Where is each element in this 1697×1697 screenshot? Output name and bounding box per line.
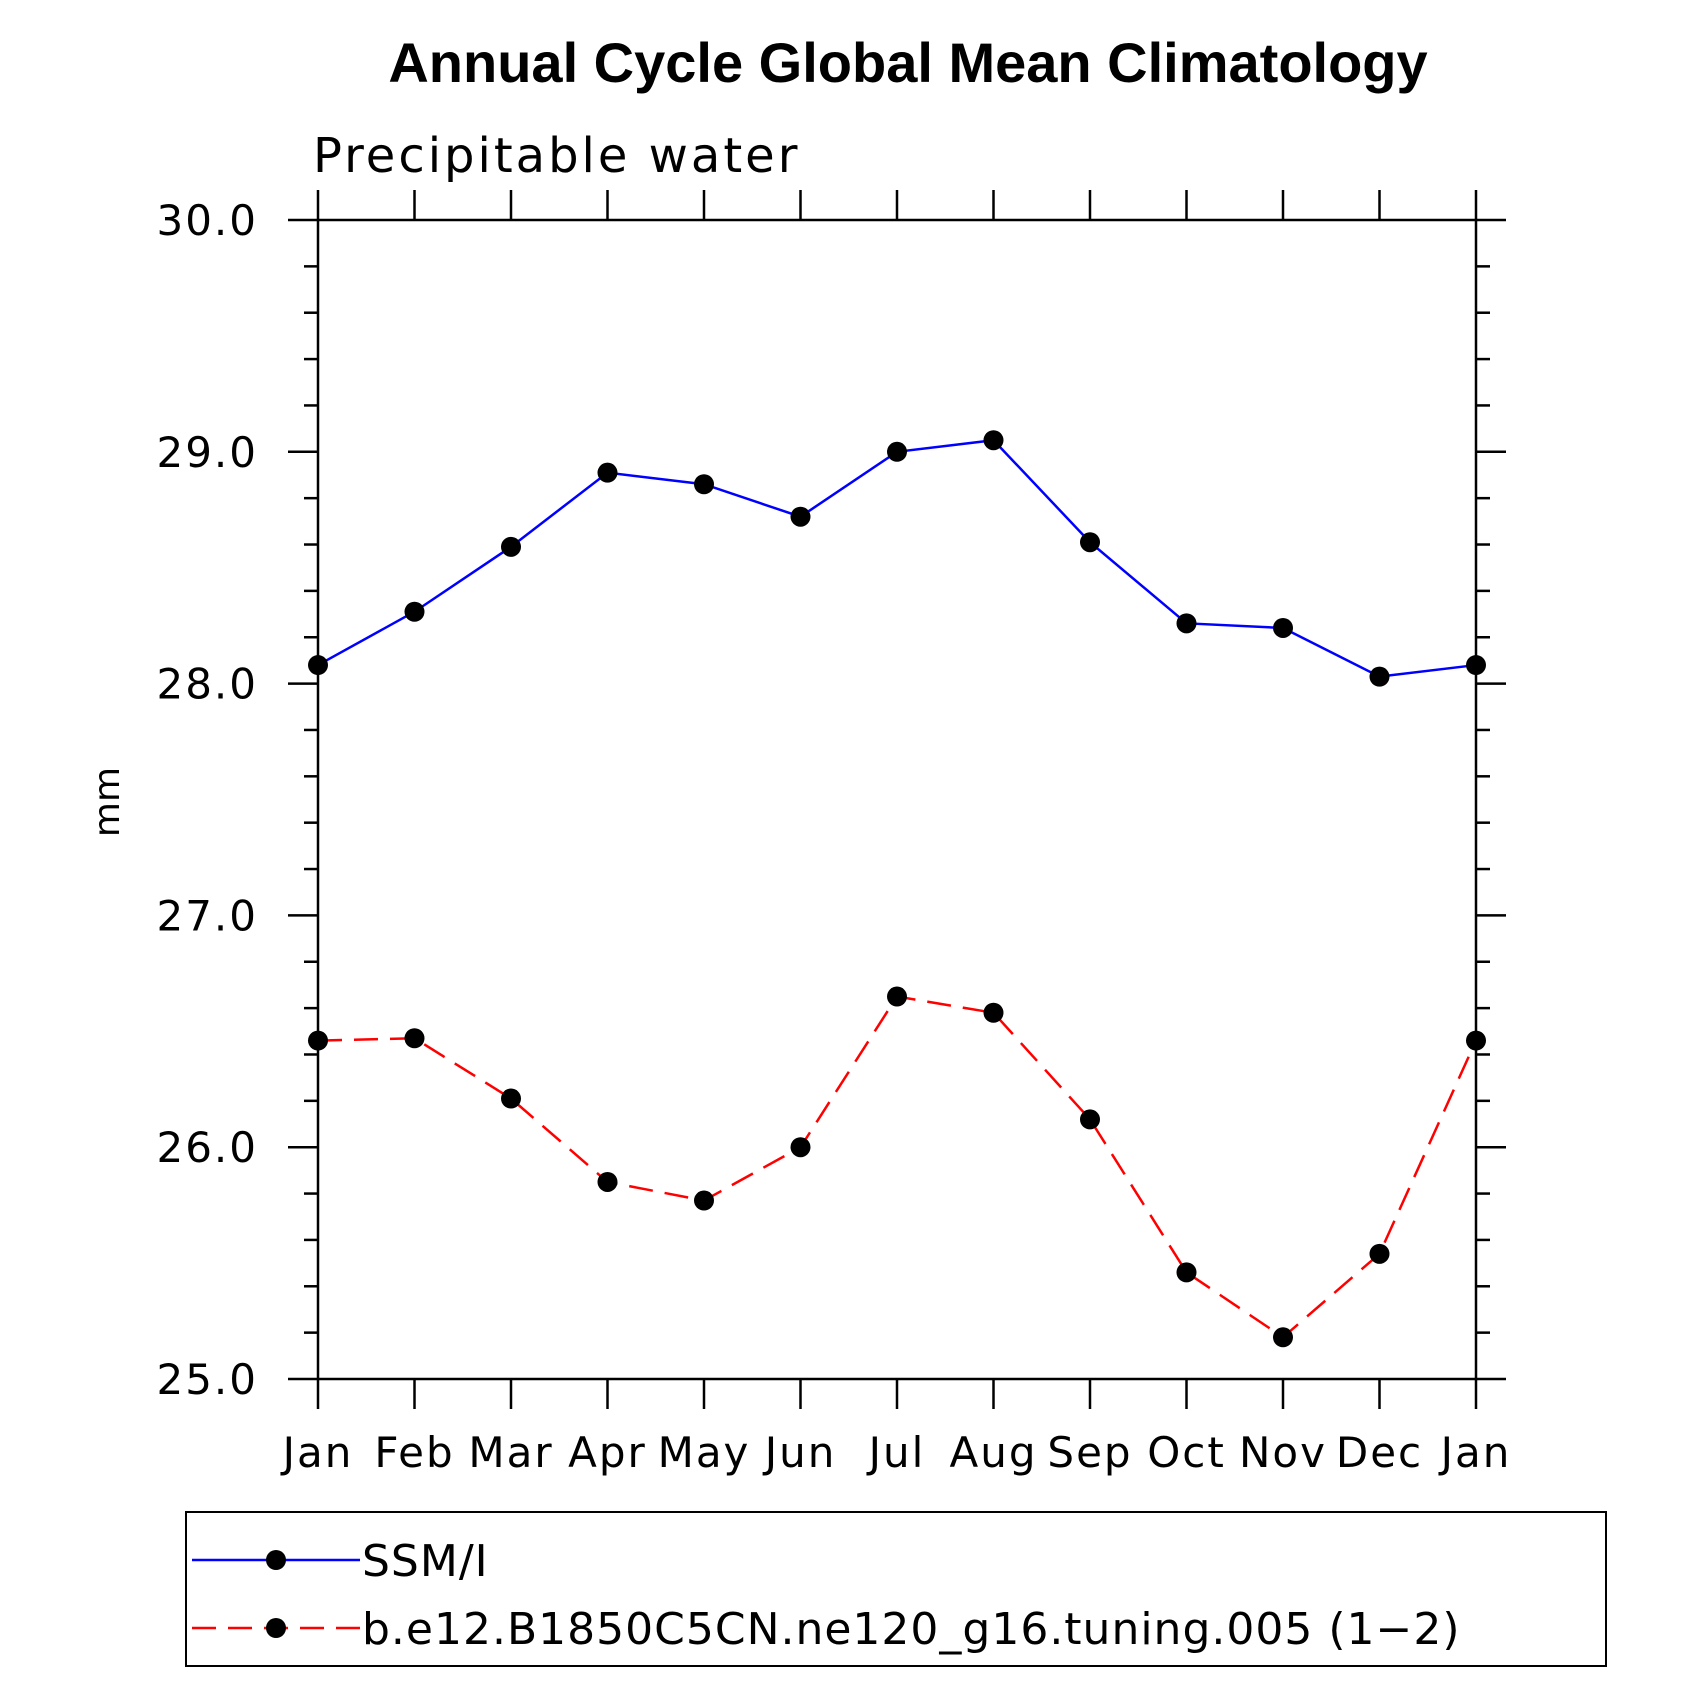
series-line	[317, 438, 1477, 678]
data-point	[308, 1030, 328, 1051]
y-tick-label: 27.0	[156, 891, 258, 940]
x-tick-label: May	[658, 1428, 751, 1477]
y-tick-label: 30.0	[156, 196, 258, 245]
legend-label-2: b.e12.B1850C5CN.ne120_g16.tuning.005 (1−…	[362, 1604, 1461, 1655]
data-point	[404, 1028, 425, 1049]
plot-frame	[316, 218, 1478, 1381]
x-tick-label: Nov	[1239, 1428, 1327, 1477]
y-axis-label: mm	[87, 767, 128, 837]
data-point	[1369, 666, 1390, 687]
data-point	[790, 1137, 811, 1158]
y-tick-label: 28.0	[156, 660, 258, 709]
x-tick-label: Jul	[866, 1428, 926, 1477]
data-point	[887, 986, 907, 1007]
x-tick-label: Sep	[1047, 1428, 1132, 1477]
x-tick-label: Jan	[1438, 1428, 1512, 1477]
x-tick-label: Oct	[1147, 1428, 1226, 1477]
chart-title: Annual Cycle Global Mean Climatology	[388, 31, 1427, 94]
data-point	[501, 536, 521, 557]
legend-box	[185, 1511, 1607, 1667]
data-point	[1466, 1030, 1486, 1051]
data-point	[887, 441, 907, 462]
series-2	[308, 986, 1486, 1348]
data-point	[983, 430, 1004, 451]
data-point	[1176, 613, 1197, 634]
y-tick-label: 29.0	[156, 428, 258, 477]
x-tick-label: Aug	[949, 1428, 1037, 1477]
series-group	[308, 430, 1486, 1348]
data-point	[308, 655, 328, 676]
y-tick-label: 25.0	[156, 1355, 258, 1404]
series-1	[308, 430, 1486, 687]
data-point	[404, 601, 425, 622]
series-line	[317, 995, 1478, 1339]
data-point	[1273, 1327, 1293, 1348]
data-point	[1080, 532, 1100, 553]
x-tick-label: Apr	[568, 1428, 647, 1477]
data-point	[597, 462, 618, 483]
x-tick-label: Mar	[468, 1428, 553, 1477]
data-point	[983, 1002, 1004, 1023]
x-tick-label: Jun	[762, 1428, 837, 1477]
legend-marker-2	[266, 1618, 286, 1638]
data-point	[597, 1171, 618, 1192]
data-point	[1466, 655, 1486, 676]
x-tick-label: Jan	[280, 1428, 354, 1477]
x-tick-label: Dec	[1336, 1428, 1423, 1477]
chart-subtitle: Precipitable water	[313, 128, 800, 184]
data-point	[501, 1088, 521, 1109]
data-point	[694, 1190, 714, 1211]
legend-marker-1	[266, 1550, 286, 1570]
data-point	[1369, 1243, 1390, 1264]
x-tick-label: Feb	[374, 1428, 454, 1477]
legend: SSM/I b.e12.B1850C5CN.ne120_g16.tuning.00…	[185, 1511, 1607, 1667]
data-point	[1080, 1109, 1100, 1130]
legend-label-1: SSM/I	[362, 1536, 489, 1587]
data-point	[1273, 617, 1293, 638]
data-point	[790, 506, 811, 527]
y-tick-label: 26.0	[156, 1123, 258, 1172]
data-point	[694, 474, 714, 495]
data-point	[1176, 1262, 1197, 1283]
